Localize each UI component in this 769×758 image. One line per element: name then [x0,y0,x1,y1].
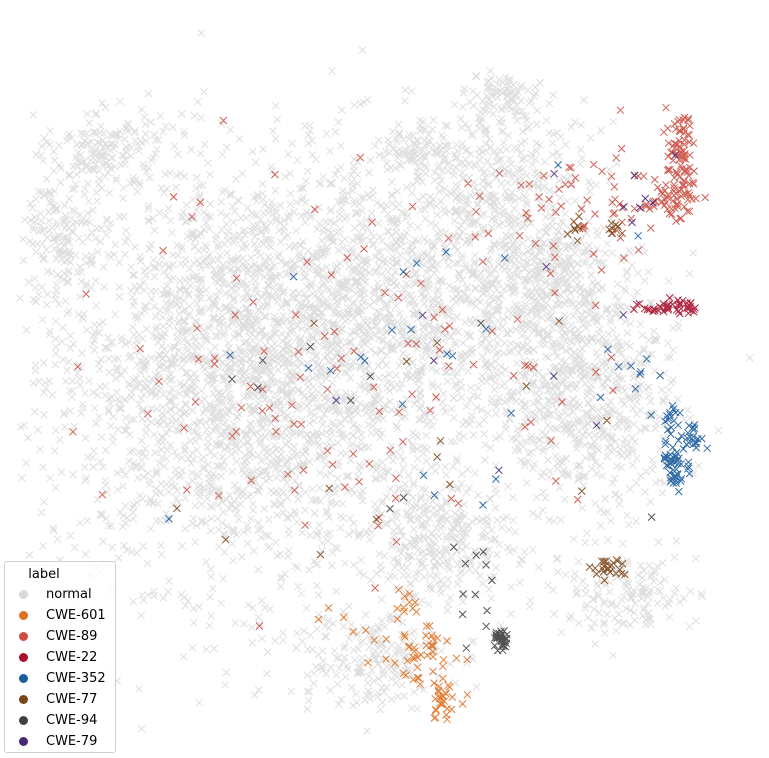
series-normal [16,29,754,735]
legend-marker [19,632,28,641]
series-cwe-94 [228,319,656,655]
marker-points [314,585,472,724]
series-cwe-77 [173,212,629,585]
legend-item-cwe-89: CWE-89 [5,626,115,647]
legend-marker [19,695,28,704]
legend-items: normal CWE-601 CWE-89 CWE-22 CWE-352 CWE-77 CW… [5,584,115,752]
legend-label: CWE-77 [46,692,98,707]
series-cwe-352 [165,161,712,523]
legend-label: CWE-22 [46,650,98,665]
legend-item-cwe-77: CWE-77 [5,689,115,710]
legend-marker [19,716,28,725]
legend-label: normal [46,587,92,602]
series-cwe-89 [69,103,710,630]
legend-title: label [28,567,60,582]
marker-points [173,212,629,585]
legend-label: CWE-94 [46,713,98,728]
series-cwe-79 [332,151,680,475]
marker-points [228,319,656,655]
legend-label: CWE-352 [46,671,106,686]
legend-item-normal: normal [5,584,115,605]
legend-marker [19,674,28,683]
legend-marker [19,590,28,599]
legend-label: CWE-79 [46,734,98,749]
marker-points [16,29,754,735]
legend-item-cwe-79: CWE-79 [5,731,115,752]
scatter-points [16,29,754,735]
legend-item-cwe-22: CWE-22 [5,647,115,668]
marker-points [165,161,712,523]
marker-points [332,151,680,475]
legend-label: CWE-601 [46,608,106,623]
series-cwe-601 [314,585,472,724]
legend-item-cwe-601: CWE-601 [5,605,115,626]
legend: label normal CWE-601 CWE-89 CWE-22 CWE-352 CW… [4,561,116,753]
marker-points [69,103,710,630]
marker-points [630,294,699,318]
legend-marker [19,737,28,746]
legend-marker [19,653,28,662]
legend-marker [19,611,28,620]
series-cwe-22 [630,294,699,318]
legend-item-cwe-352: CWE-352 [5,668,115,689]
legend-item-cwe-94: CWE-94 [5,710,115,731]
legend-label: CWE-89 [46,629,98,644]
